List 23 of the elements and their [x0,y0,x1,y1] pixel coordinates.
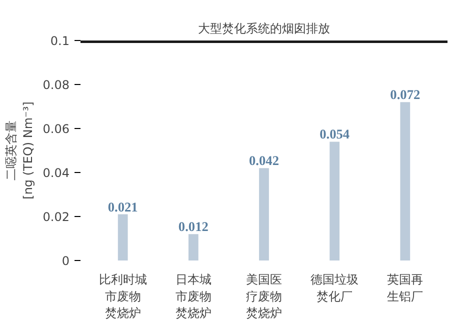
bar [188,234,198,260]
y-tick-label: 0.06 [42,122,70,136]
ref-line-label: 大型焚化系统的烟囱排放 [198,22,330,36]
x-tick-label: 日本城市废物焚烧炉 [175,272,212,320]
data-label: 0.021 [108,199,138,214]
x-tick-label: 比利时城市废物焚烧炉 [98,272,147,320]
data-label: 0.054 [320,126,350,142]
data-label: 0.042 [249,153,280,168]
bar [259,168,269,260]
data-label: 0.072 [390,87,420,102]
y-tick-label: 0 [62,254,70,268]
y-axis-title: 二噁英含量 [ng (TEQ) Nm⁻³] [4,102,35,200]
y-tick-label: 0.02 [42,210,70,224]
x-tick-label: 英国再生铝厂 [387,272,424,304]
data-label: 0.012 [178,219,209,234]
x-tick-label: 美国医疗废物焚烧炉 [246,272,282,320]
bar [118,214,128,260]
y-tick-label: 0.1 [50,34,70,48]
x-tick-label: 德国垃圾焚化厂 [310,272,359,304]
bar [330,142,340,260]
bar [400,102,410,260]
y-tick-label: 0.04 [42,166,70,180]
y-tick-label: 0.08 [42,78,70,92]
